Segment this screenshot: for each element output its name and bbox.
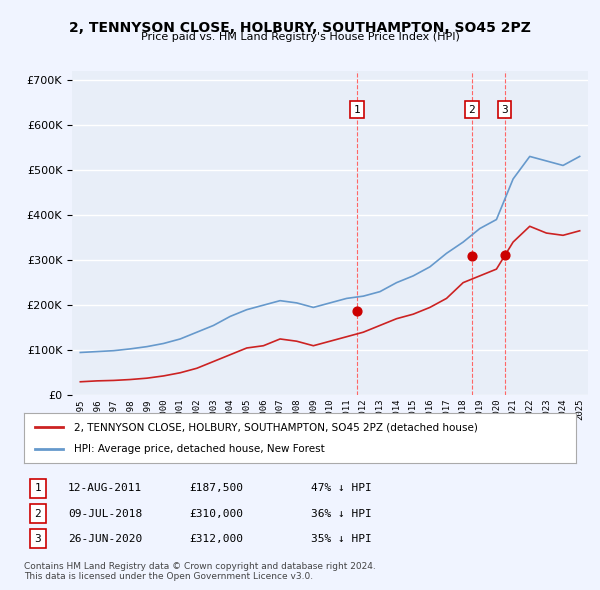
Text: 35% ↓ HPI: 35% ↓ HPI — [311, 534, 372, 544]
Text: 36% ↓ HPI: 36% ↓ HPI — [311, 509, 372, 519]
Point — [352, 306, 362, 316]
Text: 3: 3 — [501, 105, 508, 114]
Text: 26-JUN-2020: 26-JUN-2020 — [68, 534, 142, 544]
Text: HPI: Average price, detached house, New Forest: HPI: Average price, detached house, New … — [74, 444, 325, 454]
Text: 47% ↓ HPI: 47% ↓ HPI — [311, 483, 372, 493]
Text: £310,000: £310,000 — [190, 509, 244, 519]
Text: £187,500: £187,500 — [190, 483, 244, 493]
Text: 3: 3 — [34, 534, 41, 544]
Text: 2, TENNYSON CLOSE, HOLBURY, SOUTHAMPTON, SO45 2PZ: 2, TENNYSON CLOSE, HOLBURY, SOUTHAMPTON,… — [69, 21, 531, 35]
Text: 1: 1 — [34, 483, 41, 493]
Point — [467, 251, 476, 260]
Text: Price paid vs. HM Land Registry's House Price Index (HPI): Price paid vs. HM Land Registry's House … — [140, 32, 460, 42]
Text: £312,000: £312,000 — [190, 534, 244, 544]
Text: Contains HM Land Registry data © Crown copyright and database right 2024.
This d: Contains HM Land Registry data © Crown c… — [24, 562, 376, 581]
Text: 2: 2 — [469, 105, 475, 114]
Text: 1: 1 — [353, 105, 360, 114]
Point — [500, 250, 509, 260]
Text: 2, TENNYSON CLOSE, HOLBURY, SOUTHAMPTON, SO45 2PZ (detached house): 2, TENNYSON CLOSE, HOLBURY, SOUTHAMPTON,… — [74, 422, 478, 432]
Text: 09-JUL-2018: 09-JUL-2018 — [68, 509, 142, 519]
Text: 2: 2 — [34, 509, 41, 519]
Text: 12-AUG-2011: 12-AUG-2011 — [68, 483, 142, 493]
